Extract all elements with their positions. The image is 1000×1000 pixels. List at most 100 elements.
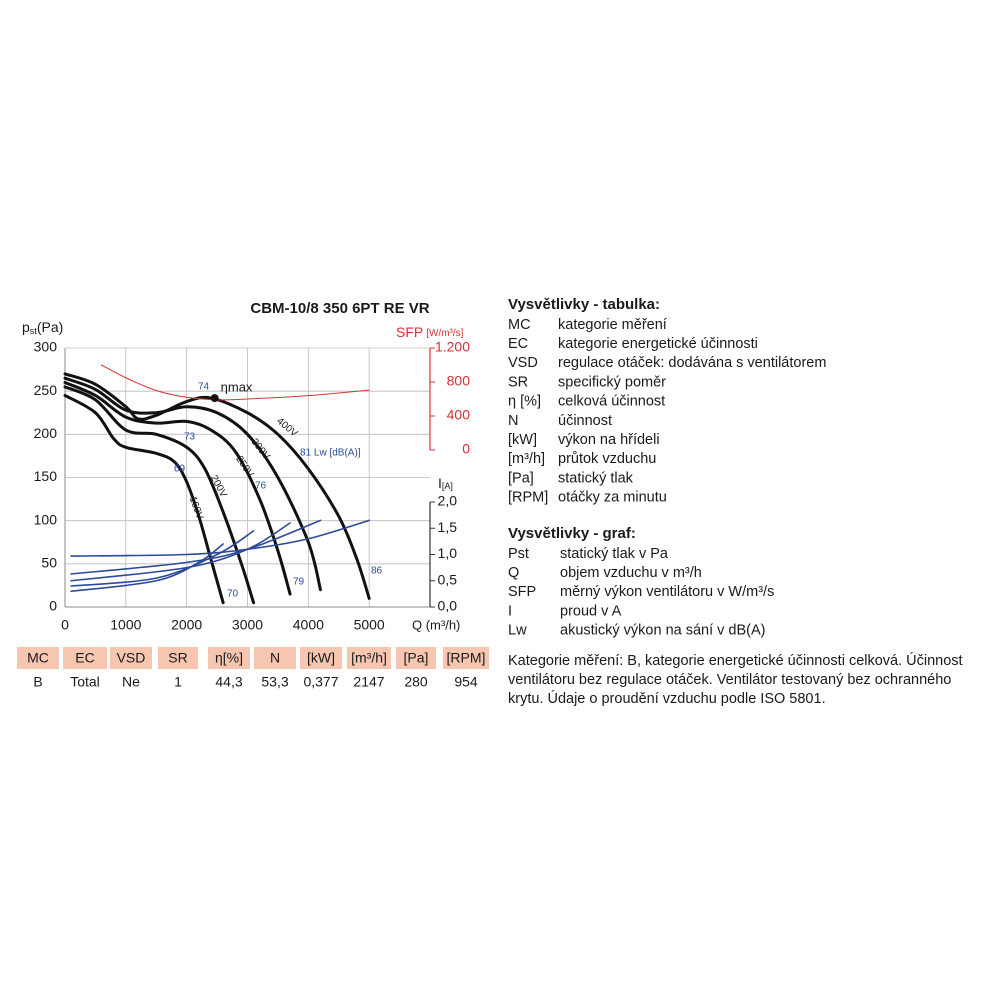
table-header: VSD — [117, 650, 146, 666]
legend-desc: průtok vzduchu — [558, 451, 656, 467]
table-cell: Ne — [122, 674, 140, 690]
x-tick-label: 2000 — [171, 617, 202, 633]
curve-label: 300V — [249, 437, 272, 462]
x-tick-label: 3000 — [232, 617, 263, 633]
table-header: N — [270, 650, 280, 666]
legend-key: [m³/h] — [508, 451, 545, 467]
curve — [63, 381, 292, 596]
legend-key: Lw — [508, 623, 527, 639]
legend-desc: kategorie měření — [558, 317, 667, 333]
legend-key: N — [508, 413, 518, 429]
table-header: MC — [27, 650, 49, 666]
curve — [63, 393, 225, 605]
x-tick-label: 4000 — [293, 617, 324, 633]
table-header: [RPM] — [447, 650, 486, 666]
y-tick-label: 150 — [34, 468, 58, 484]
y3-tick-label: 0,0 — [438, 598, 458, 614]
legend-desc: výkon na hřídeli — [558, 432, 660, 448]
table-header-cell — [63, 647, 107, 669]
y-label: pst(Pa) — [22, 319, 63, 337]
curve — [70, 522, 291, 582]
legend-desc: specifický poměr — [558, 374, 666, 390]
curve — [101, 364, 370, 401]
y3-tick-label: 1,0 — [438, 545, 458, 561]
table-header-cell — [443, 647, 489, 669]
y-label-unit: (Pa) — [37, 319, 63, 335]
table-header: η[%] — [215, 650, 243, 666]
y-tick-label: 100 — [34, 511, 58, 527]
note: Kategorie měření: B, kategorie energetic… — [508, 653, 963, 707]
table-header: [m³/h] — [351, 650, 387, 666]
y3-tick-label: 0,5 — [438, 571, 458, 587]
legend-desc: regulace otáček: dodávána s ventilátorem — [558, 355, 826, 371]
table-cell: 1 — [174, 674, 182, 690]
table-header: [Pa] — [404, 650, 429, 666]
table-cell: 53,3 — [261, 674, 288, 690]
x-tick-label: 1000 — [110, 617, 141, 633]
curve — [70, 519, 322, 575]
curve — [70, 530, 255, 587]
y-tick-label: 300 — [34, 339, 58, 355]
table-header-cell — [347, 647, 391, 669]
y-tick-label: 200 — [34, 425, 58, 441]
y-tick-label: 50 — [41, 555, 57, 571]
y2-label-main: SFP — [396, 324, 423, 340]
legend-key: [RPM] — [508, 490, 548, 506]
lw-label: 69 — [174, 464, 186, 475]
table-header: EC — [75, 650, 94, 666]
legend-key: SFP — [508, 584, 536, 600]
y2-tick-label: 800 — [447, 373, 471, 389]
curve-label: 250V — [233, 454, 255, 480]
legend-desc: statický tlak v Pa — [560, 546, 669, 562]
lw-label: 76 — [255, 481, 267, 492]
legend-desc: objem vzduchu v m³/h — [560, 565, 702, 581]
curve-label: 160V — [187, 495, 205, 521]
table-cell: 280 — [404, 674, 428, 690]
curve — [70, 519, 370, 557]
legend-desc: účinnost — [558, 413, 612, 429]
x-tick-label: 0 — [61, 617, 69, 633]
lw-label: 74 — [198, 382, 210, 393]
legend-key: VSD — [508, 355, 538, 371]
table-header-cell — [158, 647, 198, 669]
legend-title: Vysvětlivky - tabulka: — [508, 296, 660, 313]
y3-tick-label: 1,5 — [438, 519, 458, 535]
y3-label-unit: [A] — [442, 481, 453, 491]
legend-key: [kW] — [508, 432, 537, 448]
y2-tick-label: 0 — [462, 441, 470, 457]
table-cell: 44,3 — [215, 674, 242, 690]
x-label: Q (m³/h) — [412, 617, 460, 632]
legend-key: I — [508, 603, 512, 619]
y3-tick-label: 2,0 — [438, 493, 458, 509]
legend-desc: statický tlak — [558, 470, 634, 486]
legend-desc: kategorie energetické účinnosti — [558, 336, 758, 352]
legend-key: [Pa] — [508, 470, 534, 486]
table-header: [kW] — [307, 650, 335, 666]
eta-max-label: ηmax — [221, 380, 253, 395]
lw-label: 86 — [371, 566, 383, 577]
table-cell: 2147 — [353, 674, 384, 690]
table-header-cell — [254, 647, 296, 669]
y-tick-label: 250 — [34, 382, 58, 398]
y2-tick-label: 1.200 — [435, 339, 470, 355]
y3-label: I[A] — [438, 475, 453, 492]
table-header: SR — [168, 650, 187, 666]
legend-desc: celková účinnost — [558, 394, 665, 410]
chart-title: CBM-10/8 350 6PT RE VR — [250, 300, 429, 317]
curve — [63, 376, 322, 592]
legend-desc: měrný výkon ventilátoru v W/m³/s — [560, 584, 774, 600]
table-cell: Total — [70, 674, 100, 690]
table-cell: B — [33, 674, 42, 690]
legend-key: Q — [508, 565, 519, 581]
table-header-cell — [17, 647, 59, 669]
table-cell: 0,377 — [303, 674, 338, 690]
legend-desc: proud v A — [560, 603, 622, 619]
table-header-cell — [110, 647, 152, 669]
legend-key: MC — [508, 317, 531, 333]
lw-label: 79 — [293, 577, 305, 588]
eta-max-point — [210, 394, 219, 403]
curve — [63, 385, 256, 605]
legend-desc: otáčky za minutu — [558, 490, 667, 506]
